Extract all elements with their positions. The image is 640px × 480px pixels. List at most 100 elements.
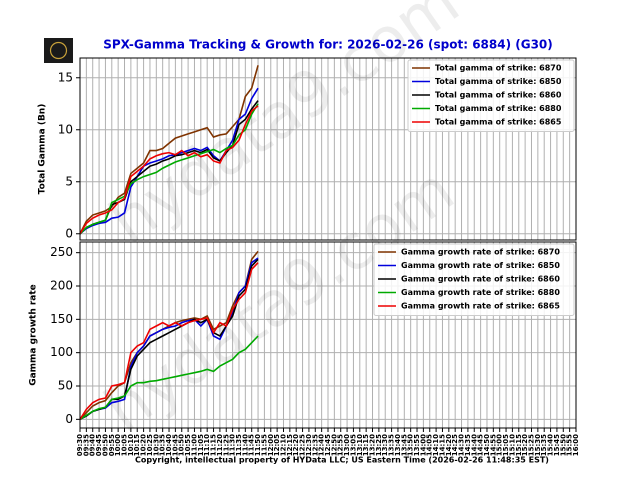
- x-tick-label: 14:50: [483, 434, 491, 456]
- legend-label: Gamma growth rate of strike: 6880: [401, 288, 560, 297]
- y-axis-label: Total Gamma (Bn): [38, 104, 48, 195]
- x-tick-label: 09:55: [108, 434, 116, 456]
- x-tick-label: 11:55: [260, 434, 268, 456]
- x-tick-label: 14:00: [419, 434, 427, 456]
- x-tick-label: 14:10: [432, 434, 440, 456]
- y-tick-label: 50: [58, 379, 73, 393]
- x-tick-label: 10:50: [178, 434, 186, 456]
- x-tick-label: 10:10: [127, 434, 135, 456]
- x-tick-label: 11:45: [248, 434, 256, 456]
- x-tick-label: 10:20: [140, 434, 148, 456]
- x-tick-label: 15:55: [566, 434, 574, 456]
- x-tick-label: 13:00: [343, 434, 351, 456]
- x-tick-label: 14:25: [451, 434, 459, 456]
- x-tick-label: 14:20: [445, 434, 453, 456]
- x-tick-label: 14:30: [458, 434, 466, 456]
- y-tick-label: 250: [50, 245, 73, 259]
- x-tick-label: 16:00: [572, 434, 580, 456]
- legend-label: Total gamma of strike: 6870: [435, 64, 562, 73]
- x-tick-label: 09:50: [101, 434, 109, 456]
- legend-label: Total gamma of strike: 6860: [435, 91, 562, 100]
- legend-box: [407, 59, 575, 132]
- x-tick-label: 15:30: [534, 434, 542, 456]
- y-tick-label: 5: [65, 174, 73, 188]
- x-tick-label: 13:05: [349, 434, 357, 456]
- x-tick-label: 15:50: [559, 434, 567, 456]
- series-line: [79, 103, 259, 235]
- x-tick-label: 12:10: [279, 434, 287, 456]
- x-tick-label: 12:30: [305, 434, 313, 456]
- x-tick-label: 15:35: [540, 434, 548, 456]
- x-tick-label: 11:10: [203, 434, 211, 456]
- x-tick-label: 15:15: [515, 434, 523, 456]
- legend-label: Gamma growth rate of strike: 6870: [401, 248, 560, 257]
- x-tick-label: 13:45: [400, 434, 408, 456]
- y-tick-label: 15: [58, 70, 73, 84]
- x-tick-label: 12:40: [318, 434, 326, 456]
- x-tick-label: 10:45: [171, 434, 179, 456]
- x-tick-label: 15:25: [527, 434, 535, 456]
- y-tick-label: 150: [50, 312, 73, 326]
- x-tick-label: 12:55: [337, 434, 345, 456]
- x-tick-label: 10:55: [184, 434, 192, 456]
- logo: [44, 38, 73, 63]
- legend-box: [373, 243, 575, 316]
- x-tick-label: 09:45: [95, 434, 103, 456]
- x-tick-label: 09:30: [76, 434, 84, 456]
- x-tick-label: 11:15: [210, 434, 218, 456]
- x-tick-label: 12:50: [330, 434, 338, 456]
- x-tick-label: 10:35: [159, 434, 167, 456]
- x-tick-label: 14:15: [438, 434, 446, 456]
- x-tick-label: 13:35: [388, 434, 396, 456]
- legend-label: Gamma growth rate of strike: 6865: [401, 302, 560, 311]
- x-tick-label: 13:15: [362, 434, 370, 456]
- x-tick-label: 14:05: [426, 434, 434, 456]
- x-tick-label: 15:40: [547, 434, 555, 456]
- series-line: [79, 105, 259, 235]
- x-tick-label: 15:20: [521, 434, 529, 456]
- x-tick-label: 10:15: [133, 434, 141, 456]
- x-tick-label: 11:25: [222, 434, 230, 456]
- x-tick-label: 12:00: [267, 434, 275, 456]
- x-tick-label: 09:40: [89, 434, 97, 456]
- x-tick-label: 11:35: [235, 434, 243, 456]
- x-tick-label: 13:50: [407, 434, 415, 456]
- x-tick-label: 12:15: [286, 434, 294, 456]
- y-axis-label: Gamma growth rate: [29, 284, 39, 386]
- x-tick-label: 11:30: [229, 434, 237, 456]
- legend-label: Total gamma of strike: 6850: [435, 77, 562, 86]
- x-tick-label: 13:20: [369, 434, 377, 456]
- x-tick-label: 10:25: [146, 434, 154, 456]
- x-tick-label: 12:20: [292, 434, 300, 456]
- x-tick-label: 14:45: [477, 434, 485, 456]
- legend-label: Gamma growth rate of strike: 6860: [401, 275, 560, 284]
- x-tick-label: 10:30: [152, 434, 160, 456]
- y-tick-label: 0: [65, 226, 73, 240]
- x-tick-label: 13:40: [394, 434, 402, 456]
- x-tick-label: 12:35: [311, 434, 319, 456]
- x-tick-label: 10:40: [165, 434, 173, 456]
- x-axis-label: Copyright, intellectual property of HYDa…: [135, 456, 549, 465]
- x-tick-label: 13:10: [356, 434, 364, 456]
- legend-label: Total gamma of strike: 6865: [435, 118, 562, 127]
- y-tick-label: 10: [58, 122, 73, 136]
- x-tick-label: 11:40: [241, 434, 249, 456]
- x-tick-label: 11:00: [190, 434, 198, 456]
- logo-mark: [49, 41, 68, 60]
- x-tick-label: 09:35: [82, 434, 90, 456]
- series-line: [79, 262, 259, 420]
- x-tick-label: 10:05: [121, 434, 129, 456]
- x-tick-label: 15:10: [508, 434, 516, 456]
- x-tick-label: 14:55: [489, 434, 497, 456]
- x-tick-label: 11:05: [197, 434, 205, 456]
- x-tick-label: 15:00: [496, 434, 504, 456]
- x-tick-label: 13:25: [375, 434, 383, 456]
- y-tick-label: 100: [50, 345, 73, 359]
- series-line: [79, 335, 259, 421]
- chart-title: SPX-Gamma Tracking & Growth for: 2026-02…: [103, 38, 553, 52]
- y-tick-label: 0: [65, 412, 73, 426]
- x-tick-label: 12:05: [273, 434, 281, 456]
- x-tick-label: 14:35: [464, 434, 472, 456]
- x-tick-label: 14:40: [470, 434, 478, 456]
- x-tick-label: 10:00: [114, 434, 122, 456]
